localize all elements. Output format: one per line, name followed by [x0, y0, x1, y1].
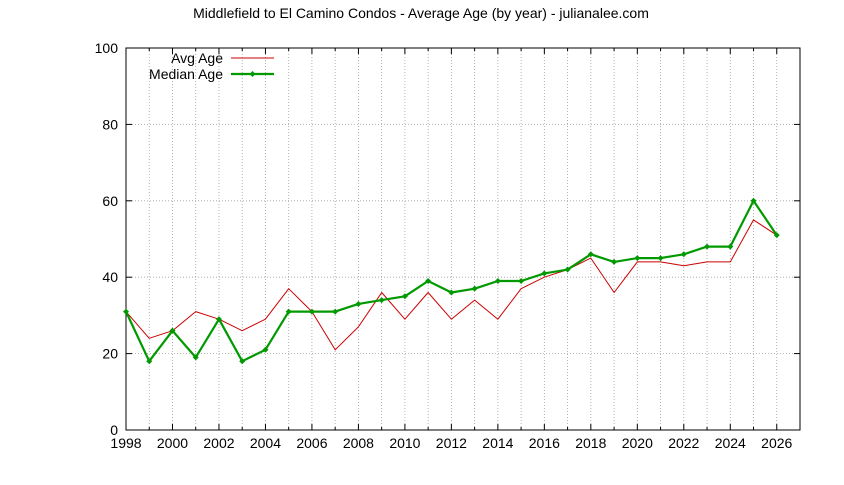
data-point-median-age — [262, 346, 269, 353]
data-point-median-age — [634, 255, 641, 262]
data-point-median-age — [123, 308, 129, 315]
legend-label-median-age: Median Age — [149, 66, 223, 82]
data-point-median-age — [192, 354, 199, 361]
grid — [126, 48, 800, 430]
data-point-median-age — [564, 266, 571, 273]
data-point-median-age — [378, 297, 385, 304]
y-tick-label: 20 — [102, 346, 118, 362]
data-point-median-age — [750, 197, 757, 204]
y-tick-label: 40 — [102, 269, 118, 285]
data-point-median-age — [704, 243, 711, 250]
data-point-median-age — [494, 278, 501, 285]
legend-marker-median-age — [249, 71, 256, 77]
plot-frame — [125, 47, 801, 431]
data-point-median-age — [169, 327, 176, 334]
x-tick-label: 2002 — [203, 435, 234, 451]
data-point-median-age — [587, 251, 594, 258]
x-tick-label: 2018 — [575, 435, 606, 451]
data-point-median-age — [518, 278, 525, 285]
x-tick-label: 2006 — [296, 435, 327, 451]
data-point-median-age — [611, 258, 618, 265]
x-tick-label: 2008 — [343, 435, 374, 451]
data-point-median-age — [285, 308, 292, 315]
data-point-median-age — [541, 270, 548, 277]
series-layer — [123, 197, 780, 365]
data-point-median-age — [680, 251, 687, 258]
data-point-median-age — [727, 243, 734, 250]
data-point-median-age — [425, 278, 432, 285]
data-point-median-age — [239, 358, 246, 365]
legend-label-avg-age: Avg Age — [171, 50, 223, 66]
x-tick-label: 2014 — [482, 435, 513, 451]
data-point-median-age — [332, 308, 339, 315]
data-point-median-age — [308, 308, 315, 315]
data-point-median-age — [471, 285, 478, 292]
data-point-median-age — [215, 316, 222, 323]
axes: 0 20 40 60 80 100 1998 2000 2002 2004 2006 2008 2010… — [95, 40, 801, 451]
x-tick-label: 2026 — [761, 435, 792, 451]
y-tick-label: 100 — [95, 40, 119, 56]
x-tick-label: 2022 — [668, 435, 699, 451]
data-point-median-age — [773, 232, 780, 239]
x-tick-label: 2004 — [250, 435, 281, 451]
chart-title: Middlefield to El Camino Condos - Averag… — [193, 5, 649, 21]
x-tick-label: 2012 — [436, 435, 467, 451]
series-line-median-age — [125, 199, 778, 363]
y-tick-label: 0 — [110, 422, 118, 438]
x-tick-label: 2010 — [389, 435, 420, 451]
data-point-median-age — [355, 300, 362, 307]
series-line-avg-age — [125, 219, 778, 351]
y-tick-label: 60 — [102, 193, 118, 209]
x-tick-label: 2000 — [157, 435, 188, 451]
x-tick-label: 2016 — [529, 435, 560, 451]
y-tick-label: 80 — [102, 116, 118, 132]
data-point-median-age — [401, 293, 408, 300]
x-tick-label: 1998 — [110, 435, 141, 451]
data-point-median-age — [657, 255, 664, 262]
data-point-median-age — [146, 358, 153, 365]
data-point-median-age — [448, 289, 455, 296]
x-tick-label: 2024 — [715, 435, 746, 451]
x-tick-label: 2020 — [622, 435, 653, 451]
